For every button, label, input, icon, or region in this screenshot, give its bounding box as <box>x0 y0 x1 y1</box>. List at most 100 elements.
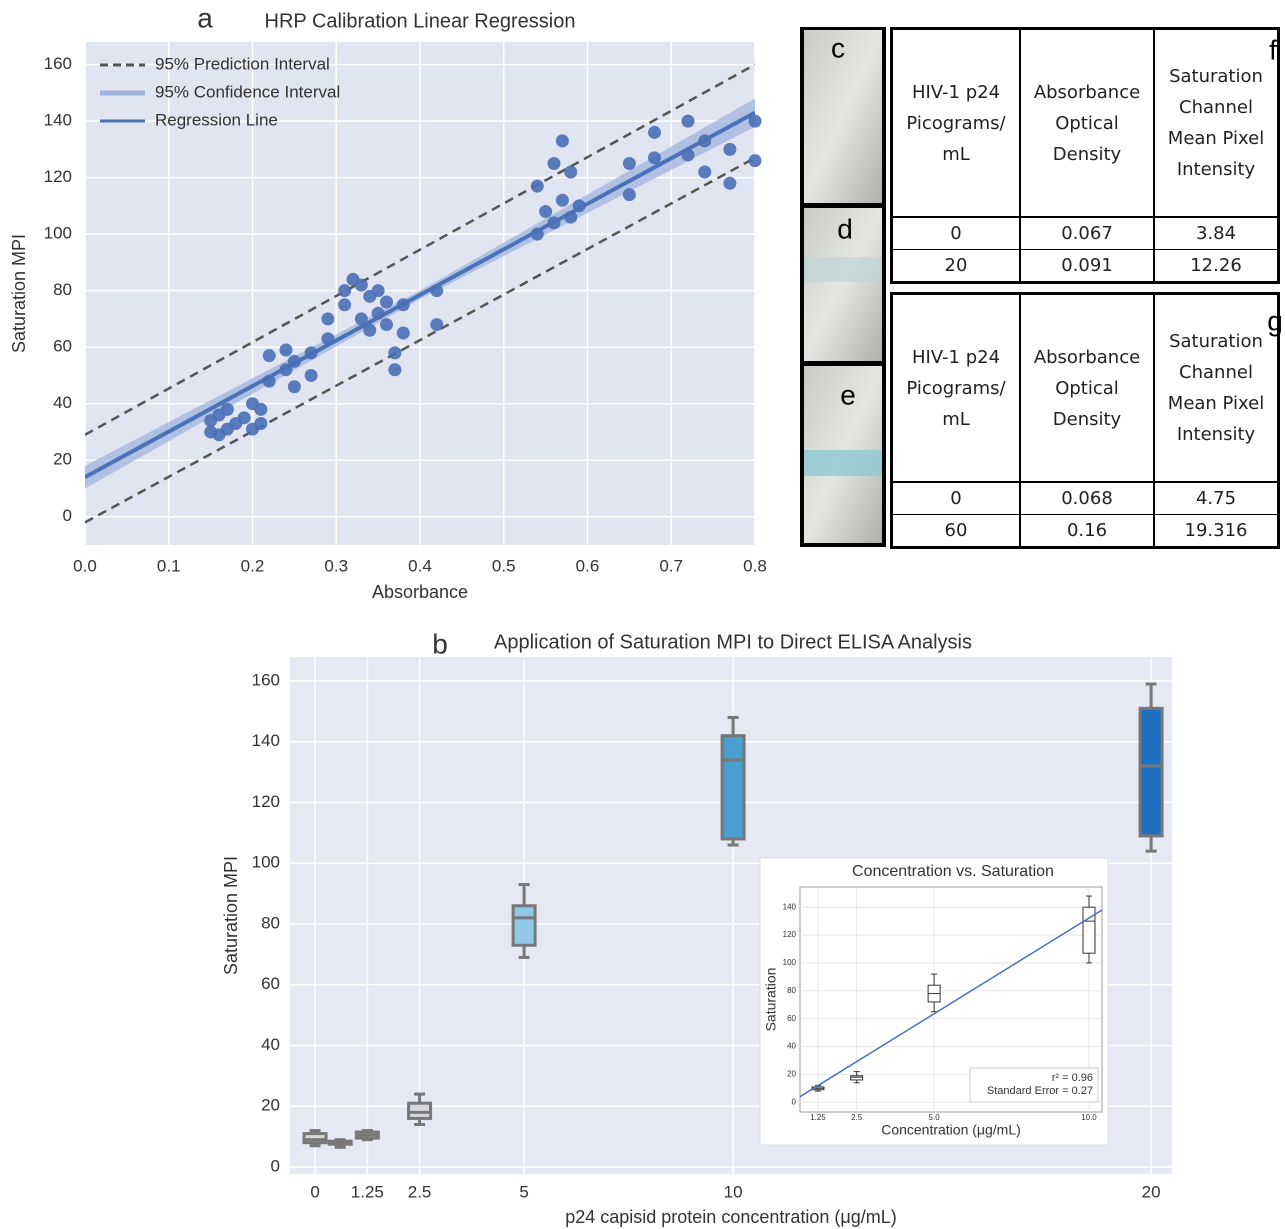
point <box>380 318 393 332</box>
table-cell: 0.068 <box>1019 481 1155 515</box>
table-row: 0 0.068 4.75 <box>890 481 1280 515</box>
point <box>354 312 368 326</box>
box <box>302 1132 328 1145</box>
point <box>648 125 661 139</box>
x-tick-label: 0.4 <box>408 556 432 575</box>
table-cell: 19.316 <box>1153 514 1280 548</box>
point <box>622 157 636 171</box>
x-axis-label: Concentration (μg/mL) <box>881 1122 1021 1138</box>
y-tick-label: 160 <box>44 54 72 73</box>
legend-label: 95% Confidence Interval <box>155 82 340 101</box>
point <box>371 284 385 298</box>
chart-title: HRP Calibration Linear Regression <box>265 10 576 32</box>
point <box>564 165 578 179</box>
table-row: HIV-1 p24 Picograms/ mL Absorbance Optica… <box>890 292 1280 483</box>
x-tick-label: 0.2 <box>241 556 265 575</box>
point <box>547 157 561 171</box>
point <box>396 298 410 312</box>
y-tick-label: 80 <box>261 913 280 932</box>
point <box>555 193 569 207</box>
point <box>430 284 444 298</box>
y-tick-label: 0 <box>792 1097 797 1106</box>
annotation: Standard Error = 0.27 <box>987 1085 1093 1097</box>
panel-label: b <box>432 628 448 659</box>
point <box>279 343 293 357</box>
point <box>430 318 444 332</box>
y-tick-label: 140 <box>783 902 797 911</box>
header-cell: Saturation Channel Mean Pixel Intensity <box>1153 27 1280 218</box>
table-cell: 0.16 <box>1019 514 1155 548</box>
y-tick-label: 0 <box>271 1156 280 1175</box>
y-tick-label: 140 <box>252 731 280 750</box>
point <box>363 323 377 337</box>
x-tick-label: 0.3 <box>324 556 348 575</box>
point <box>380 295 393 309</box>
prediction-line <box>85 156 755 524</box>
table-cell: 20 <box>890 249 1021 283</box>
table-cell: 0.091 <box>1019 249 1155 283</box>
x-axis-label: p24 capisid protein concentration (μg/mL… <box>565 1207 897 1227</box>
legend-label: 95% Prediction Interval <box>155 54 330 73</box>
point <box>304 346 318 360</box>
box <box>511 904 537 947</box>
y-tick-label: 100 <box>44 224 72 243</box>
y-tick-label: 100 <box>783 958 797 967</box>
x-tick-label: 0.5 <box>492 556 516 575</box>
y-tick-label: 80 <box>53 280 72 299</box>
photo-d <box>804 208 882 361</box>
point <box>648 151 661 165</box>
y-axis-label: Saturation MPI <box>9 234 29 353</box>
point <box>396 326 410 340</box>
point <box>304 368 318 382</box>
point <box>287 380 301 394</box>
point <box>262 374 276 388</box>
y-tick-label: 60 <box>53 337 72 356</box>
point <box>555 134 569 148</box>
regression-line <box>85 110 755 479</box>
point <box>321 332 335 346</box>
data-table: HIV-1 p24 Picograms/ mL Absorbance Optica… <box>890 27 1280 284</box>
y-tick-label: 0 <box>63 506 72 525</box>
y-tick-label: 160 <box>252 670 280 689</box>
box <box>1138 706 1164 838</box>
point <box>237 411 251 425</box>
x-tick-label: 0.6 <box>576 556 600 575</box>
point <box>354 278 368 292</box>
point <box>254 416 268 430</box>
y-tick-label: 100 <box>252 853 280 872</box>
box <box>850 1075 864 1081</box>
table-cell: 0 <box>890 216 1021 250</box>
x-tick-label: 20 <box>1142 1182 1161 1201</box>
x-tick-label: 5.0 <box>929 1113 941 1122</box>
panel-label: c <box>831 32 845 63</box>
photo-tint <box>804 257 882 282</box>
prediction-line <box>85 63 755 436</box>
regression-line <box>800 909 1102 1098</box>
x-tick-label: 0.1 <box>157 556 181 575</box>
x-tick-label: 0.7 <box>659 556 683 575</box>
point <box>681 114 695 128</box>
point <box>564 210 578 224</box>
x-tick-label: 5 <box>519 1182 528 1201</box>
point <box>698 134 712 148</box>
x-tick-label: 0 <box>310 1182 319 1201</box>
header-cell: HIV-1 p24 Picograms/ mL <box>890 292 1021 483</box>
panel-label: d <box>837 213 853 244</box>
point <box>287 354 301 368</box>
panel-label: e <box>840 379 856 410</box>
table-row: HIV-1 p24 Picograms/ mL Absorbance Optica… <box>890 27 1280 218</box>
point <box>388 346 402 360</box>
point <box>622 188 636 202</box>
table-cell: 3.84 <box>1153 216 1280 250</box>
point <box>547 216 561 230</box>
photo-tint <box>804 450 882 476</box>
table-row: 0 0.067 3.84 <box>890 216 1280 250</box>
x-tick-label: 10.0 <box>1081 1113 1097 1122</box>
point <box>723 142 737 156</box>
y-tick-label: 20 <box>53 450 72 469</box>
panel-label: a <box>197 2 213 33</box>
y-tick-label: 40 <box>261 1035 280 1054</box>
box <box>1082 906 1096 954</box>
chart-title: Application of Saturation MPI to Direct … <box>494 631 972 653</box>
point <box>321 312 335 326</box>
